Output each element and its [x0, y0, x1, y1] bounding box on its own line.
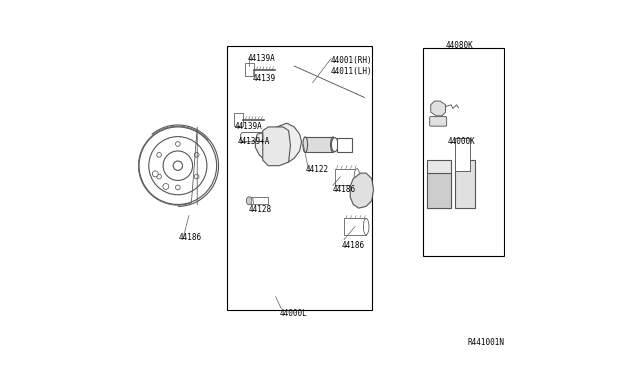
- Circle shape: [157, 174, 161, 179]
- Circle shape: [175, 185, 180, 190]
- Polygon shape: [431, 101, 445, 116]
- Ellipse shape: [354, 169, 360, 185]
- Text: 44186: 44186: [333, 185, 356, 194]
- Bar: [305, 137, 333, 153]
- Bar: [455, 138, 470, 171]
- Text: R441001N: R441001N: [468, 339, 505, 347]
- Text: 44139A: 44139A: [248, 54, 276, 63]
- Polygon shape: [255, 123, 301, 164]
- Bar: [455, 160, 475, 208]
- Text: 44000L: 44000L: [280, 309, 307, 318]
- Circle shape: [175, 142, 180, 146]
- Text: 44000K: 44000K: [447, 137, 475, 146]
- Polygon shape: [245, 63, 254, 76]
- Polygon shape: [234, 113, 243, 126]
- Ellipse shape: [303, 137, 308, 153]
- Bar: [427, 160, 451, 208]
- Text: 44080K: 44080K: [445, 41, 474, 50]
- Circle shape: [163, 183, 169, 189]
- Bar: [335, 169, 357, 185]
- Bar: [344, 218, 366, 235]
- Ellipse shape: [331, 137, 335, 153]
- Bar: [337, 138, 352, 152]
- Circle shape: [157, 153, 161, 157]
- Text: 44186: 44186: [341, 241, 365, 250]
- Text: 44139: 44139: [253, 74, 276, 83]
- Ellipse shape: [332, 138, 338, 152]
- Text: 44011(LH): 44011(LH): [331, 67, 372, 76]
- Text: 44139+A: 44139+A: [238, 137, 271, 146]
- FancyBboxPatch shape: [429, 116, 447, 126]
- Text: 44139A: 44139A: [234, 122, 262, 131]
- Text: 44186: 44186: [179, 233, 202, 242]
- Polygon shape: [263, 127, 291, 166]
- Circle shape: [173, 161, 182, 170]
- Text: 44128: 44128: [249, 205, 272, 215]
- Circle shape: [195, 153, 199, 157]
- Polygon shape: [350, 173, 374, 208]
- Circle shape: [152, 171, 158, 177]
- Ellipse shape: [364, 218, 369, 235]
- Circle shape: [195, 174, 199, 179]
- Text: 44122: 44122: [305, 165, 328, 174]
- Bar: [249, 197, 268, 205]
- Text: 44001(RH): 44001(RH): [331, 56, 372, 65]
- Bar: [427, 173, 451, 208]
- Ellipse shape: [246, 197, 252, 205]
